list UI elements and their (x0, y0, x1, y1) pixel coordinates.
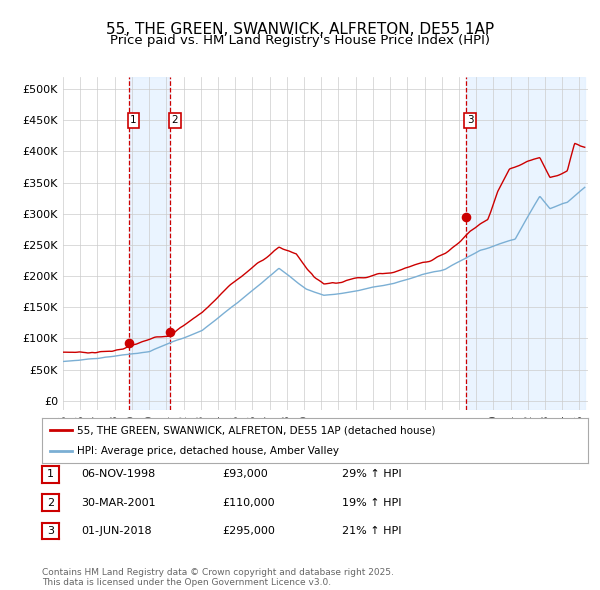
Text: 55, THE GREEN, SWANWICK, ALFRETON, DE55 1AP (detached house): 55, THE GREEN, SWANWICK, ALFRETON, DE55 … (77, 425, 436, 435)
Point (166, 327, 175, 337)
Text: Price paid vs. HM Land Registry's House Price Index (HPI): Price paid vs. HM Land Registry's House … (110, 34, 490, 47)
Text: £295,000: £295,000 (222, 526, 275, 536)
Text: 30-MAR-2001: 30-MAR-2001 (81, 498, 155, 507)
Text: 55, THE GREEN, SWANWICK, ALFRETON, DE55 1AP: 55, THE GREEN, SWANWICK, ALFRETON, DE55 … (106, 22, 494, 37)
Text: 01-JUN-2018: 01-JUN-2018 (81, 526, 152, 536)
Text: Contains HM Land Registry data © Crown copyright and database right 2025.
This d: Contains HM Land Registry data © Crown c… (42, 568, 394, 587)
Text: 3: 3 (467, 115, 473, 125)
Text: £110,000: £110,000 (222, 498, 275, 507)
Point (461, 212, 471, 222)
Text: 2: 2 (47, 498, 54, 507)
Bar (129, 77, 170, 410)
Text: HPI: Average price, detached house, Amber Valley: HPI: Average price, detached house, Ambe… (77, 446, 340, 456)
Text: 1: 1 (47, 470, 54, 479)
Text: £93,000: £93,000 (222, 470, 268, 479)
Text: 2: 2 (172, 115, 178, 125)
Text: 1: 1 (130, 115, 137, 125)
Bar (466, 77, 585, 410)
Text: 21% ↑ HPI: 21% ↑ HPI (342, 526, 401, 536)
Text: 3: 3 (47, 526, 54, 536)
Text: 19% ↑ HPI: 19% ↑ HPI (342, 498, 401, 507)
Text: 06-NOV-1998: 06-NOV-1998 (81, 470, 155, 479)
Point (124, 338, 134, 348)
Text: 29% ↑ HPI: 29% ↑ HPI (342, 470, 401, 479)
